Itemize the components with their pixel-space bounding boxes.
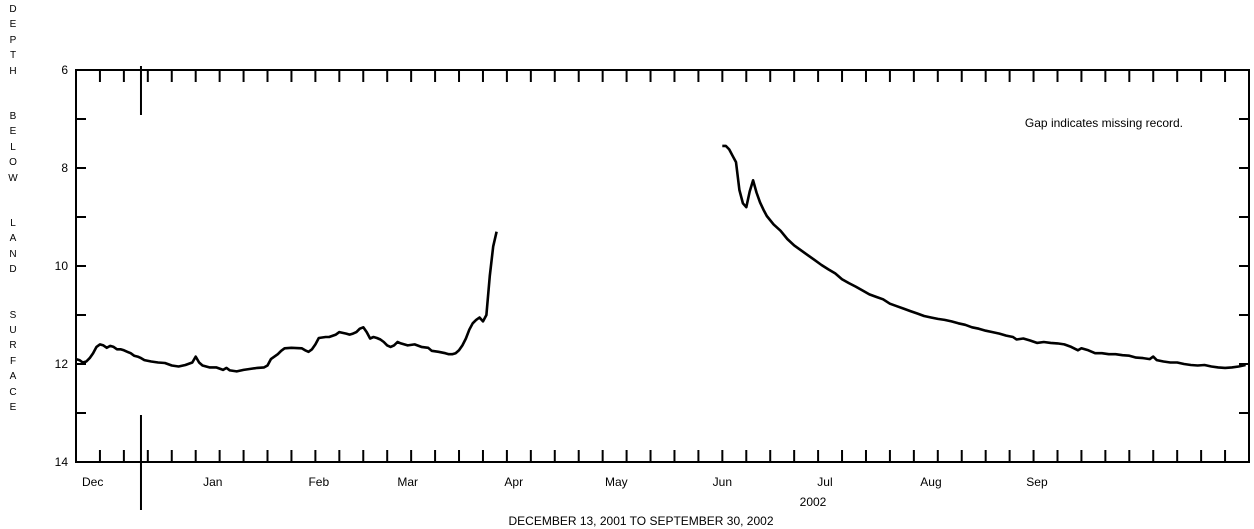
y-tick-label: 12 (55, 357, 69, 371)
bottom-tick-marks (98, 415, 1227, 510)
water-level-line (722, 144, 1246, 370)
y-tick-labels: 6 8 10 12 14 (55, 63, 69, 469)
y-axis-label-letter: C (9, 386, 17, 398)
x-axis-year-label: 2002 (800, 495, 827, 509)
y-axis-label-letter: B (9, 111, 17, 122)
y-axis-label-letter: H (9, 65, 17, 77)
y-axis-label-letter: E (9, 126, 17, 138)
y-axis-label-letter: E (9, 19, 17, 31)
water-level-line (75, 231, 498, 373)
month-label: Aug (920, 475, 941, 489)
y-axis-label-letter: S (9, 309, 17, 321)
series-group (75, 144, 1246, 373)
y-axis-label-letter: E (9, 402, 17, 413)
y-axis-label-letter: A (9, 233, 17, 245)
month-label: Jul (817, 475, 832, 489)
y-axis-label-letter: L (10, 218, 16, 229)
y-axis-label-letter: T (9, 50, 17, 62)
month-label: Feb (308, 475, 329, 489)
y-axis-label-letter: P (9, 34, 17, 46)
y-axis-label-letter: O (9, 157, 17, 169)
y-axis-label-letter: D (9, 4, 17, 15)
y-tick-label: 6 (61, 63, 68, 77)
y-tick-label: 14 (55, 455, 69, 469)
y-tick-marks (76, 118, 1249, 414)
y-axis-label-letter: R (9, 340, 17, 352)
y-axis-label-letter: F (9, 355, 17, 367)
y-axis-label-letter: L (10, 141, 16, 153)
y-axis-label-letter: D (9, 264, 17, 276)
y-axis-label-letter: A (9, 371, 17, 383)
month-label: Dec (82, 475, 103, 489)
month-label: May (605, 475, 628, 489)
month-label: Sep (1026, 475, 1048, 489)
gap-annotation: Gap indicates missing record. (1025, 116, 1183, 130)
y-tick-label: 8 (61, 161, 68, 175)
month-label: Jun (713, 475, 732, 489)
month-label: Jan (203, 475, 222, 489)
y-axis-label-letter: N (9, 248, 17, 260)
month-label: Mar (397, 475, 418, 489)
y-tick-label: 10 (55, 259, 69, 273)
y-axis-label-letter: U (9, 325, 17, 336)
y-axis-label-letter: W (8, 172, 18, 184)
x-axis-label: DECEMBER 13, 2001 TO SEPTEMBER 30, 2002 (508, 514, 773, 528)
month-label: Apr (504, 475, 523, 489)
month-tick-labels: Dec Jan Feb Mar Apr May Jun Jul Aug Sep (82, 475, 1048, 489)
top-tick-marks (98, 66, 1227, 115)
